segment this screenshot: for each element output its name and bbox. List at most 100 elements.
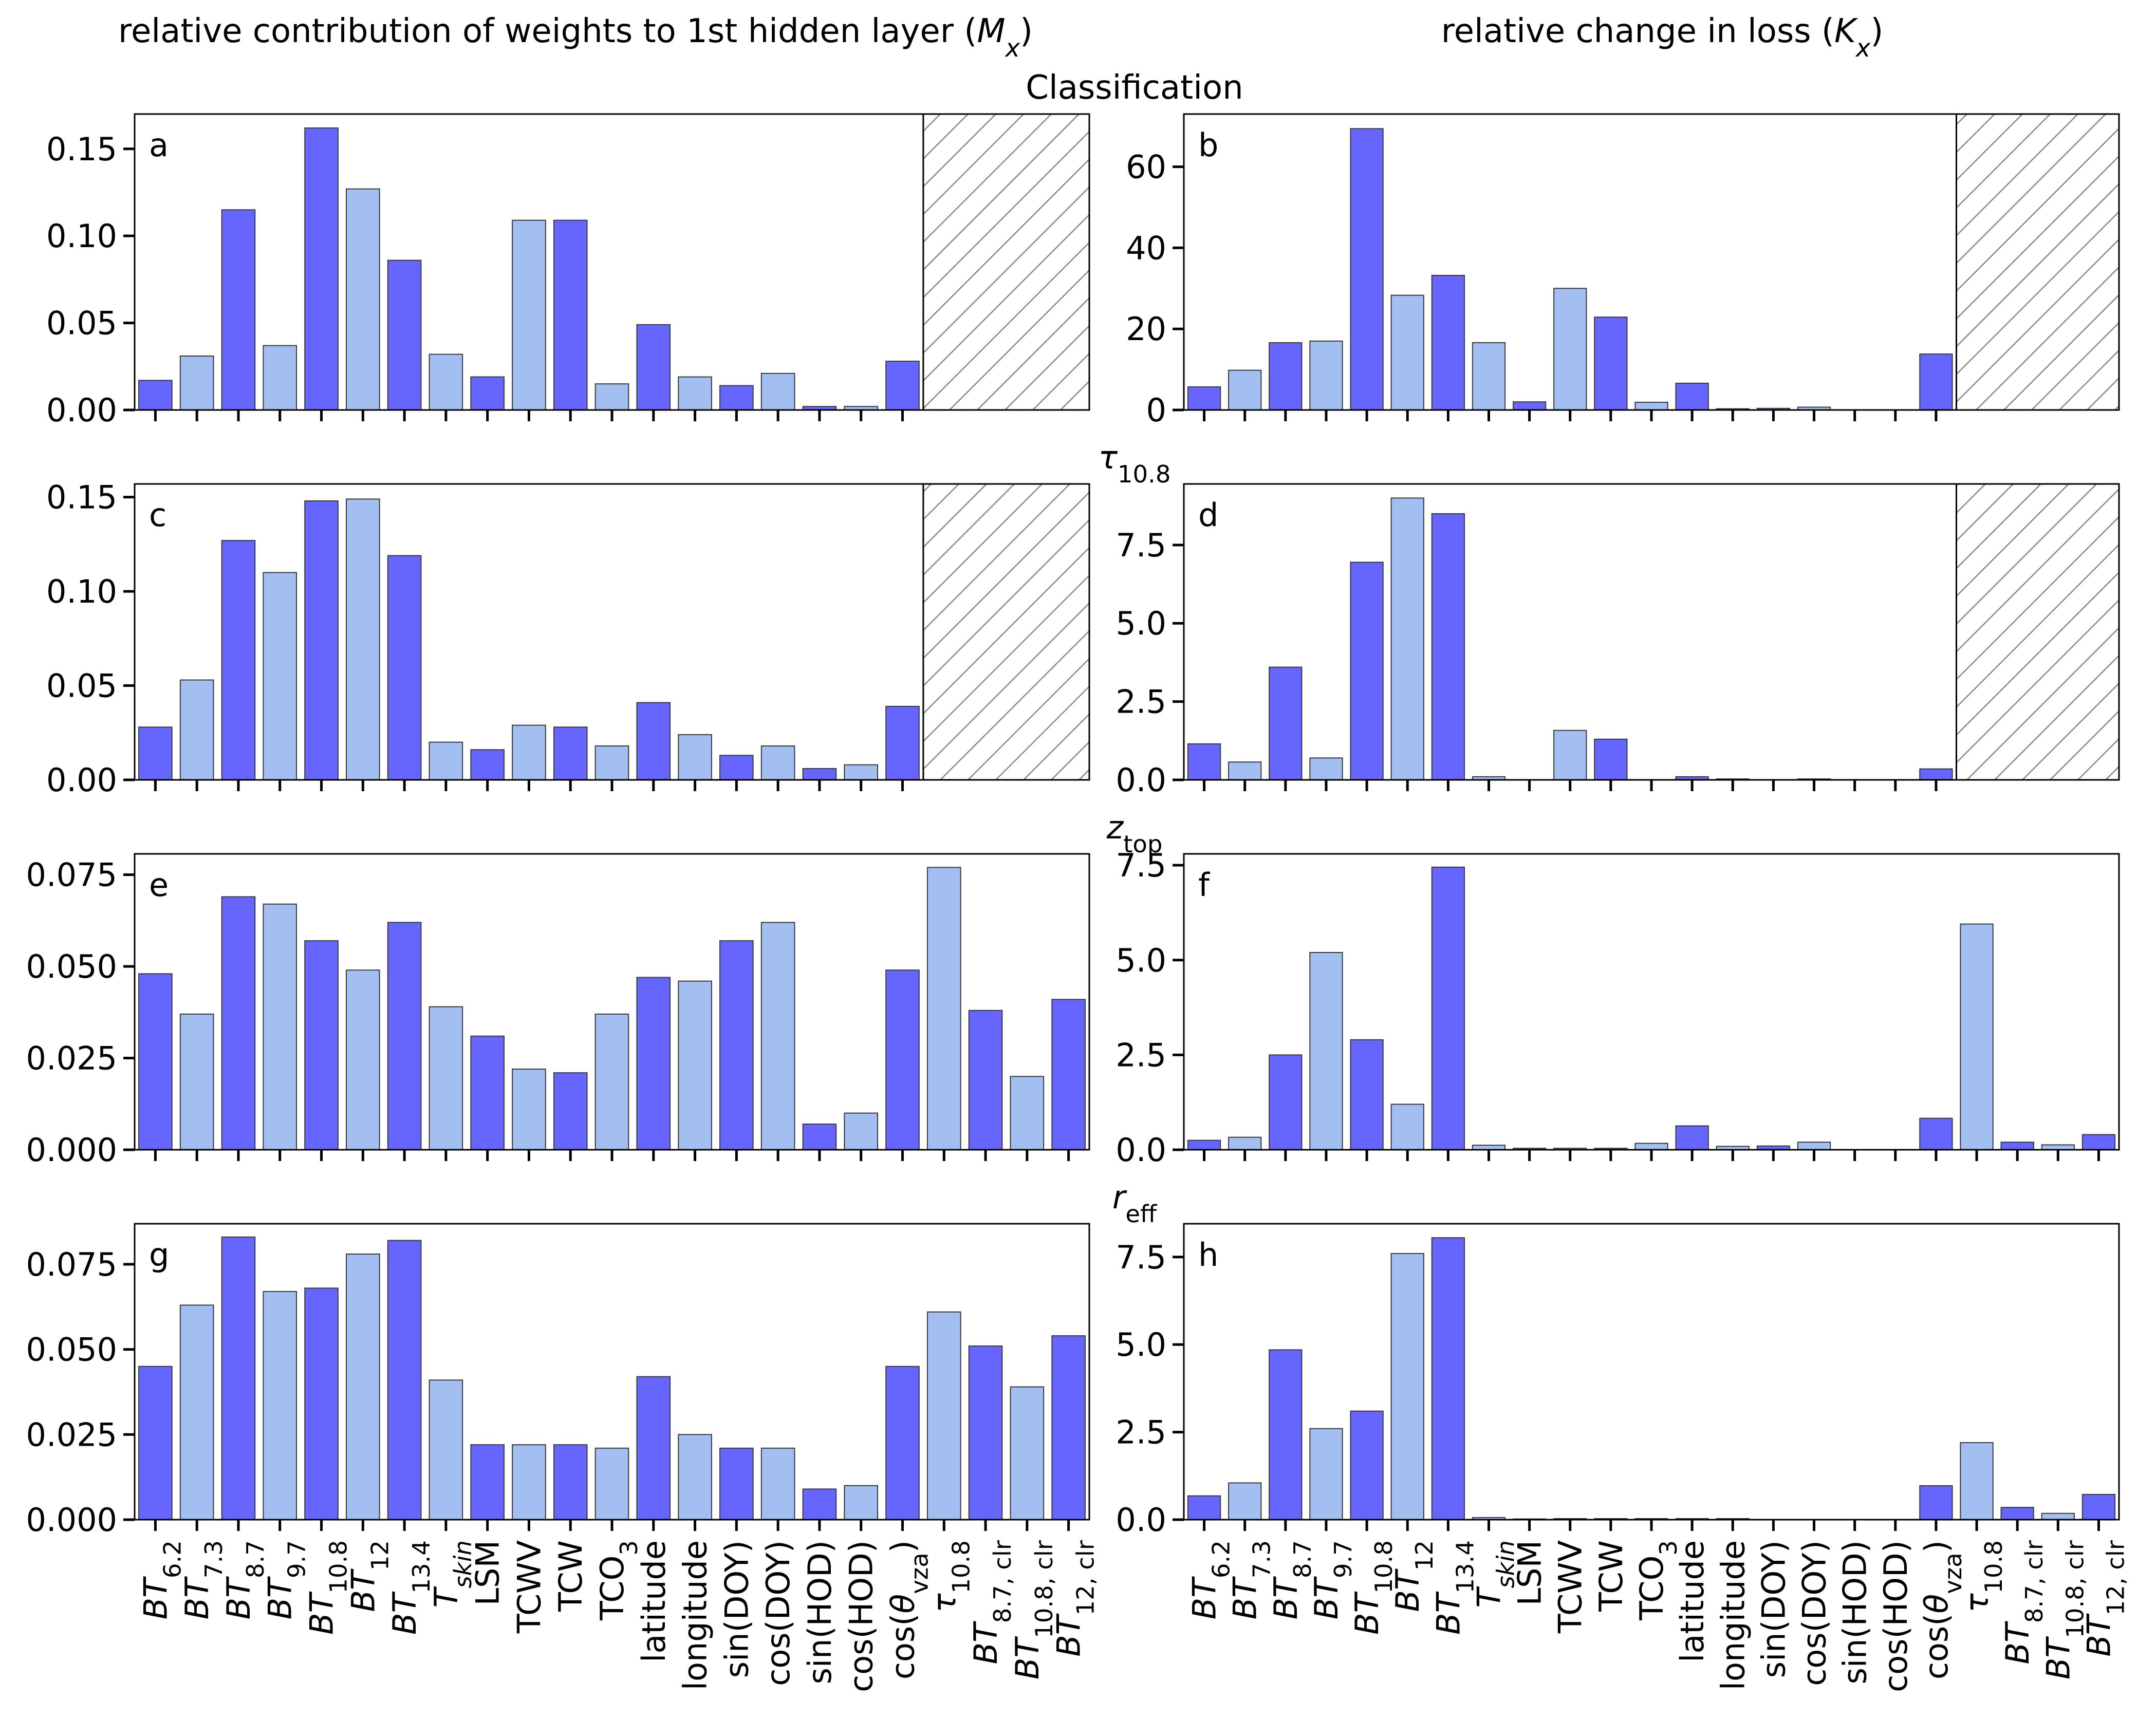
bar-g-13: [678, 1434, 712, 1520]
panel-letter: h: [1198, 1236, 1218, 1274]
bar-d-0: [1187, 743, 1221, 781]
xtick-label-h-4: BT10.8: [1348, 1540, 1398, 1635]
xtick-label-h-6: BT13.4: [1429, 1540, 1479, 1635]
panel-letter: d: [1198, 496, 1218, 534]
xtick-label-g-0: BT6.2: [137, 1540, 186, 1619]
bar-a-14: [719, 385, 754, 410]
bar-b-0: [1187, 386, 1221, 410]
bar-a-12: [636, 324, 671, 410]
bar-d-6: [1431, 513, 1465, 780]
bar-e-0: [138, 973, 173, 1151]
bar-e-21: [1010, 1076, 1045, 1150]
panel-letter: b: [1198, 126, 1218, 164]
xtick-label-g-9: TCWV: [510, 1540, 548, 1634]
xtick-label-h-19: τ10.8: [1958, 1540, 2008, 1613]
ytick-label: 0.050: [26, 1331, 118, 1369]
bar-d-18: [1919, 768, 1953, 780]
bar-a-11: [594, 383, 629, 410]
panel-g: 0.000 0.025 0.050 0.075 g: [26, 1223, 1090, 1539]
bar-g-3: [263, 1291, 298, 1520]
ytick-label: 2.5: [1116, 1036, 1166, 1074]
xtick-label-g-21: BT10.8, clr: [1009, 1540, 1058, 1679]
bar-e-3: [263, 903, 298, 1151]
bar-g-4: [304, 1287, 339, 1521]
hatched-region: [1955, 483, 2120, 781]
bar-a-10: [553, 219, 588, 410]
xtick-label-g-20: BT8.7, clr: [967, 1540, 1016, 1664]
bar-c-6: [387, 555, 422, 781]
bar-a-15: [760, 372, 795, 410]
bar-h-21: [2041, 1512, 2075, 1521]
bar-f-20: [2000, 1142, 2034, 1150]
bar-c-11: [594, 745, 629, 781]
bar-e-19: [926, 867, 961, 1150]
xtick-label-h-14: sin(DOY): [1755, 1540, 1792, 1678]
panel-h: 0.0 2.5 5.0 7.5 h: [1116, 1223, 2120, 1539]
bar-e-11: [594, 1013, 629, 1150]
bar-a-9: [512, 219, 546, 410]
ytick-label: 0.075: [26, 1246, 118, 1283]
bar-h-1: [1228, 1482, 1262, 1520]
bar-c-12: [636, 702, 671, 780]
xtick-label-h-12: latitude: [1674, 1540, 1711, 1662]
xtick-label-g-3: BT9.7: [262, 1540, 311, 1619]
bar-g-16: [802, 1488, 837, 1520]
row-title-classification: Classification: [1026, 69, 1243, 107]
xtick-label-h-2: BT8.7: [1267, 1540, 1316, 1619]
xtick-label-h-22: BT12, clr: [2080, 1540, 2129, 1657]
bar-d-5: [1390, 497, 1424, 780]
ytick-label: 0.000: [26, 1501, 118, 1539]
xtick-label-g-12: latitude: [635, 1540, 673, 1662]
ytick-label: 7.5: [1116, 1239, 1166, 1276]
bar-b-9: [1553, 288, 1587, 410]
bar-e-2: [221, 896, 256, 1150]
bar-a-13: [678, 376, 712, 411]
xtick-label-g-4: BT10.8: [303, 1540, 352, 1635]
bar-b-11: [1634, 402, 1668, 411]
row-title-ztop: ztop: [1106, 809, 1163, 858]
xtick-label-h-13: longitude: [1714, 1540, 1752, 1690]
bar-f-5: [1390, 1104, 1424, 1150]
bar-b-2: [1269, 342, 1303, 410]
ytick-label: 2.5: [1116, 683, 1166, 721]
bar-b-12: [1675, 382, 1709, 410]
bar-g-19: [926, 1311, 961, 1520]
ytick-label: 20: [1126, 310, 1166, 348]
bar-e-6: [387, 922, 422, 1151]
bar-b-8: [1512, 401, 1547, 410]
ytick-label: 7.5: [1116, 847, 1166, 884]
bar-c-5: [345, 498, 380, 780]
ytick-label: 0.15: [46, 130, 117, 168]
xtick-label-h-0: BT6.2: [1186, 1540, 1235, 1619]
xtick-label-g-1: BT7.3: [178, 1540, 228, 1619]
hatched-region: [1955, 113, 2120, 411]
bar-a-6: [387, 259, 422, 410]
xtick-label-g-19: τ10.8: [925, 1540, 975, 1613]
bar-c-8: [470, 749, 505, 780]
panel-letter: c: [149, 496, 166, 534]
bar-f-4: [1350, 1039, 1384, 1151]
bar-f-2: [1269, 1054, 1303, 1150]
col-title-right: relative change in loss (Kx): [1441, 12, 1884, 63]
panel-c: 0.00 0.05 0.10 0.15 c: [46, 479, 1090, 799]
bar-e-5: [345, 969, 380, 1151]
row-title-tau: τ10.8: [1099, 439, 1171, 488]
bar-h-2: [1269, 1349, 1303, 1521]
panel-letter: g: [149, 1236, 169, 1274]
bar-f-6: [1431, 866, 1465, 1151]
ytick-label: 0.050: [26, 948, 118, 985]
xtick-label-g-11: TCO3: [593, 1540, 643, 1621]
bar-g-21: [1010, 1386, 1045, 1521]
bar-b-1: [1228, 369, 1262, 410]
bar-f-15: [1797, 1142, 1831, 1150]
bar-a-3: [263, 345, 298, 411]
ytick-label: 7.5: [1116, 527, 1166, 564]
bar-f-1: [1228, 1136, 1262, 1151]
ytick-label: 5.0: [1116, 942, 1166, 979]
col-title-left: relative contribution of weights to 1st …: [118, 12, 1033, 63]
ytick-label: 0.025: [26, 1040, 118, 1077]
xtick-label-g-18: cos(θvza): [884, 1540, 933, 1679]
ytick-label: 2.5: [1116, 1414, 1166, 1451]
bar-e-22: [1051, 999, 1086, 1150]
ytick-label: 0.10: [46, 217, 117, 255]
